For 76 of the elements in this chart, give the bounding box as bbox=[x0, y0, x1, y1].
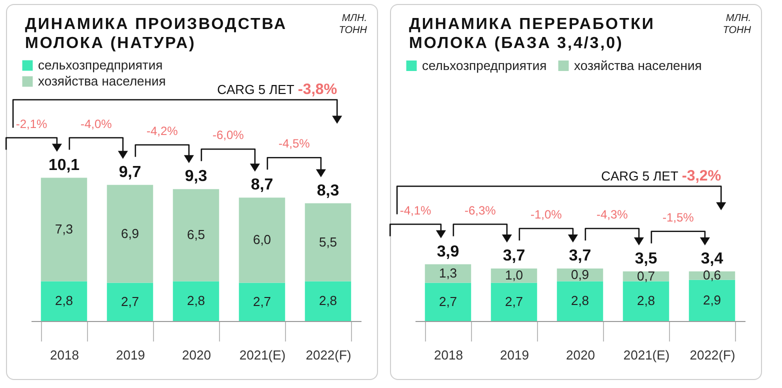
bar bbox=[172, 281, 220, 321]
text: CARG 5 ЛЕТ -3,2% bbox=[601, 167, 722, 184]
total-label: 8,3 bbox=[316, 182, 340, 200]
x-tick-label: 2020 bbox=[182, 348, 211, 362]
x-tick-label: 2021(E) bbox=[623, 348, 670, 362]
data-label: 0,7 bbox=[636, 268, 656, 284]
data-label: 1,0 bbox=[504, 268, 524, 283]
bar bbox=[106, 282, 154, 321]
data-label: 2,8 bbox=[636, 293, 656, 308]
bar bbox=[304, 203, 352, 282]
x-tick-label: 2018 bbox=[50, 348, 79, 362]
total-label: 10,1 bbox=[48, 156, 80, 174]
chart-subtitle: МЛН. ТОНН bbox=[722, 13, 751, 37]
total-label: 8,7 bbox=[250, 176, 274, 194]
bar bbox=[622, 281, 670, 321]
data-label: 2,7 bbox=[438, 294, 458, 309]
x-tick-label: 2020 bbox=[566, 348, 595, 362]
bar bbox=[424, 264, 472, 283]
chart-title: ДИНАМИКА ПЕРЕРАБОТКИ МОЛОКА (БАЗА 3,4/3,0) bbox=[409, 15, 656, 53]
bar bbox=[304, 281, 352, 321]
data-label: 2,7 bbox=[120, 294, 140, 309]
data-label: 5,5 bbox=[318, 234, 338, 250]
data-label: 2,8 bbox=[318, 293, 338, 308]
bar bbox=[688, 280, 736, 321]
text: -4,0% bbox=[80, 116, 112, 131]
data-label: 2,8 bbox=[54, 293, 74, 308]
legend-label: сельхозпредприятия bbox=[38, 58, 163, 72]
data-label: 0,6 bbox=[702, 268, 722, 283]
text: CARG 5 ЛЕТ -3,8% bbox=[217, 80, 338, 98]
text: -1,0% bbox=[530, 208, 562, 222]
text: -1,5% bbox=[662, 210, 694, 224]
text: -4,3% bbox=[596, 208, 628, 222]
bar bbox=[238, 198, 286, 283]
data-label: 6,0 bbox=[252, 232, 272, 248]
bar bbox=[238, 282, 286, 321]
data-label: 6,5 bbox=[186, 227, 206, 242]
chart-title: ДИНАМИКА ПРОИЗВОДСТВА МОЛОКА (НАТУРА) bbox=[25, 15, 288, 53]
legend-label: сельхозпредприятия bbox=[422, 58, 547, 73]
x-tick-label: 2018 bbox=[434, 348, 463, 362]
text: -4,1% bbox=[400, 203, 432, 218]
bar bbox=[424, 282, 472, 321]
x-tick-label: 2019 bbox=[500, 348, 529, 362]
total-label: 3,7 bbox=[568, 248, 592, 265]
legend-label: хозяйства населения bbox=[574, 58, 702, 73]
data-label: 2,9 bbox=[702, 292, 722, 308]
total-label: 3,5 bbox=[634, 250, 658, 268]
legend-label: хозяйства населения bbox=[38, 74, 166, 88]
total-label: 9,7 bbox=[118, 164, 142, 181]
data-label: 1,3 bbox=[438, 265, 458, 280]
data-label: 0,9 bbox=[570, 266, 590, 282]
data-label: 2,8 bbox=[570, 293, 590, 308]
x-tick-label: 2019 bbox=[116, 348, 145, 362]
x-tick-label: 2022(F) bbox=[690, 348, 736, 362]
text: -4,5% bbox=[278, 136, 310, 151]
total-label: 9,3 bbox=[184, 168, 208, 186]
total-label: 3,4 bbox=[700, 250, 724, 268]
bar bbox=[40, 281, 88, 321]
total-label: 3,9 bbox=[436, 243, 460, 260]
total-label: 3,7 bbox=[502, 248, 526, 265]
data-label: 2,8 bbox=[186, 293, 206, 308]
x-tick-label: 2022(F) bbox=[306, 348, 352, 362]
text: -4,2% bbox=[146, 124, 178, 138]
bar bbox=[556, 281, 604, 321]
bar bbox=[40, 178, 88, 282]
data-label: 2,7 bbox=[504, 294, 524, 309]
x-tick-label: 2021(E) bbox=[239, 348, 286, 362]
chart-subtitle: МЛН. ТОНН bbox=[338, 13, 367, 37]
bar bbox=[172, 189, 220, 282]
data-label: 7,3 bbox=[54, 222, 74, 237]
text: -6,3% bbox=[464, 203, 496, 218]
text: -6,0% bbox=[212, 128, 244, 142]
bar bbox=[106, 184, 154, 283]
text: -2,1% bbox=[16, 116, 48, 131]
data-label: 2,7 bbox=[252, 294, 272, 309]
bar bbox=[490, 282, 538, 321]
data-label: 6,9 bbox=[120, 226, 140, 241]
